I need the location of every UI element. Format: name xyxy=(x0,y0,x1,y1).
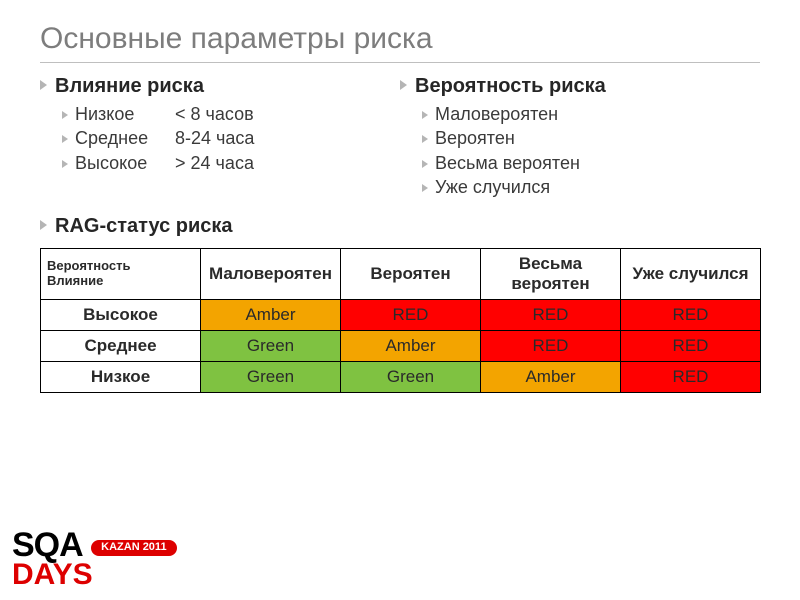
rag-table: ВероятностьВлияниеМаловероятенВероятенВе… xyxy=(40,248,761,393)
rag-cell: RED xyxy=(621,362,761,393)
rag-cell: Green xyxy=(201,331,341,362)
probability-column: Вероятность риска МаловероятенВероятенВе… xyxy=(400,69,760,199)
impact-heading: Влияние риска xyxy=(40,75,400,98)
table-row: СреднееGreenAmberREDRED xyxy=(41,331,761,362)
logo-badge: KAZAN 2011 xyxy=(91,540,176,556)
table-row: НизкоеGreenGreenAmberRED xyxy=(41,362,761,393)
row-header: Среднее xyxy=(41,331,201,362)
rag-cell: RED xyxy=(621,331,761,362)
rag-cell: Green xyxy=(341,362,481,393)
rag-cell: RED xyxy=(341,300,481,331)
col-header: Вероятен xyxy=(341,249,481,300)
sqa-days-logo: SQA KAZAN 2011 DAYS xyxy=(12,530,177,588)
rag-cell: RED xyxy=(621,300,761,331)
probability-item: Уже случился xyxy=(422,175,760,199)
probability-heading: Вероятность риска xyxy=(400,75,760,98)
col-header: Весьма вероятен xyxy=(481,249,621,300)
probability-item: Весьма вероятен xyxy=(422,151,760,175)
rag-cell: RED xyxy=(481,300,621,331)
impact-item: Низкое < 8 часов xyxy=(62,102,400,126)
col-header: Уже случился xyxy=(621,249,761,300)
two-columns: Влияние риска Низкое < 8 часовСреднее 8-… xyxy=(0,69,800,199)
rag-section: RAG-статус риска xyxy=(0,199,800,244)
col-header: Маловероятен xyxy=(201,249,341,300)
impact-item: Высокое > 24 часа xyxy=(62,151,400,175)
probability-item: Вероятен xyxy=(422,126,760,150)
row-header: Низкое xyxy=(41,362,201,393)
table-corner: ВероятностьВлияние xyxy=(41,249,201,300)
rag-heading: RAG-статус риска xyxy=(40,215,760,238)
rag-cell: Amber xyxy=(341,331,481,362)
impact-column: Влияние риска Низкое < 8 часовСреднее 8-… xyxy=(40,69,400,199)
rag-cell: Amber xyxy=(481,362,621,393)
probability-item: Маловероятен xyxy=(422,102,760,126)
impact-item: Среднее 8-24 часа xyxy=(62,126,400,150)
rag-cell: RED xyxy=(481,331,621,362)
divider xyxy=(40,62,760,63)
row-header: Высокое xyxy=(41,300,201,331)
rag-cell: Green xyxy=(201,362,341,393)
rag-cell: Amber xyxy=(201,300,341,331)
logo-days: DAYS xyxy=(12,558,93,591)
slide-title: Основные параметры риска xyxy=(0,0,800,60)
slide: Основные параметры риска Влияние риска Н… xyxy=(0,0,800,600)
table-row: ВысокоеAmberREDREDRED xyxy=(41,300,761,331)
